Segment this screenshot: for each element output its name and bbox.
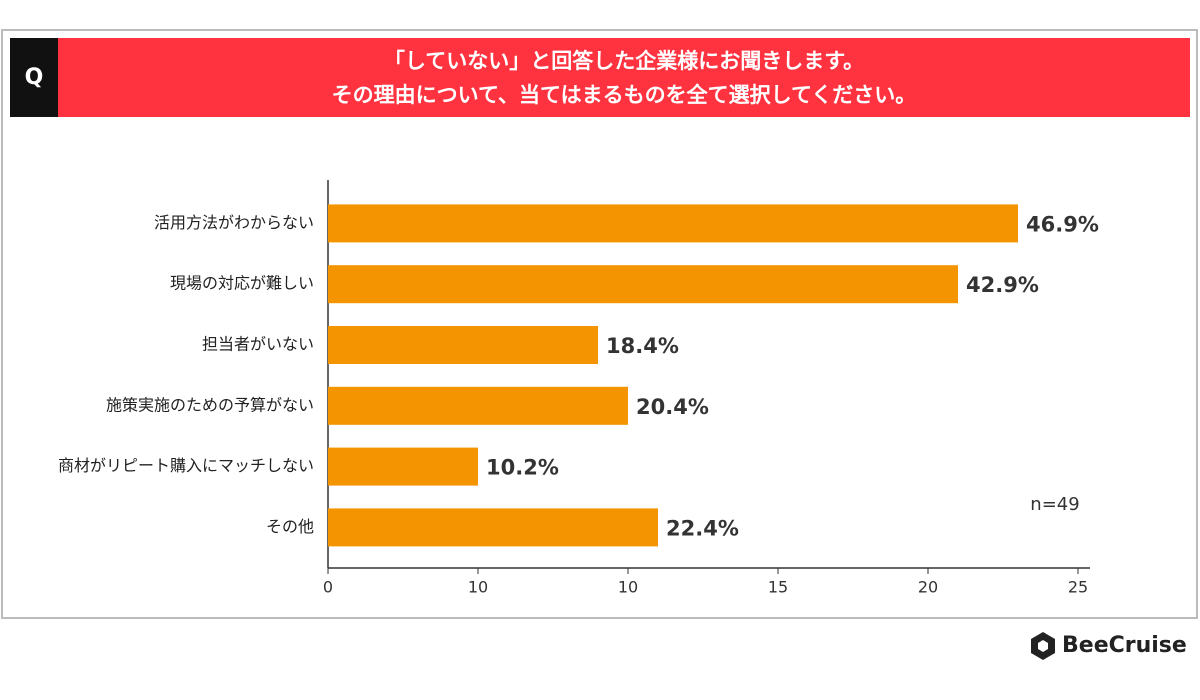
x-tick-label: 20 <box>918 578 938 597</box>
x-tick-label: 0 <box>323 578 333 597</box>
annotation: n=49 <box>1030 494 1079 515</box>
title-line: 「していない」と回答した企業様にお聞きします。 <box>384 49 864 73</box>
x-tick-label: 25 <box>1068 578 1088 597</box>
y-tick-label: 商材がリピート購入にマッチしない <box>58 456 314 475</box>
bar <box>328 508 658 547</box>
badge-box <box>10 38 58 117</box>
header-bar <box>10 38 1190 117</box>
y-tick-label: 担当者がいない <box>202 335 314 354</box>
value-label: 46.9% <box>1026 212 1099 236</box>
y-tick-label: 活用方法がわからない <box>154 213 314 232</box>
y-tick-label: その他 <box>266 517 314 536</box>
y-tick-label: 施策実施のための予算がない <box>106 395 314 414</box>
y-tick-label: 現場の対応が難しい <box>170 274 314 293</box>
value-label: 42.9% <box>966 273 1039 297</box>
bar <box>328 326 598 364</box>
badge: Q <box>25 65 44 90</box>
value-label: 18.4% <box>606 334 679 358</box>
brand: BeeCruise <box>1062 633 1187 658</box>
title-line: その理由について、当てはまるものを全て選択してください。 <box>332 83 917 107</box>
logo-icon-inner <box>1038 640 1048 652</box>
x-tick-label: 10 <box>618 578 638 597</box>
bar <box>328 386 628 425</box>
value-label: 10.2% <box>486 456 559 480</box>
value-label: 20.4% <box>636 395 709 419</box>
bar <box>328 204 1018 243</box>
bar <box>328 265 958 304</box>
bar <box>328 447 478 486</box>
value-label: 22.4% <box>666 516 739 540</box>
x-tick-label: 15 <box>768 578 788 597</box>
x-tick-label: 10 <box>468 578 488 597</box>
logo: BeeCruise <box>1031 632 1187 660</box>
